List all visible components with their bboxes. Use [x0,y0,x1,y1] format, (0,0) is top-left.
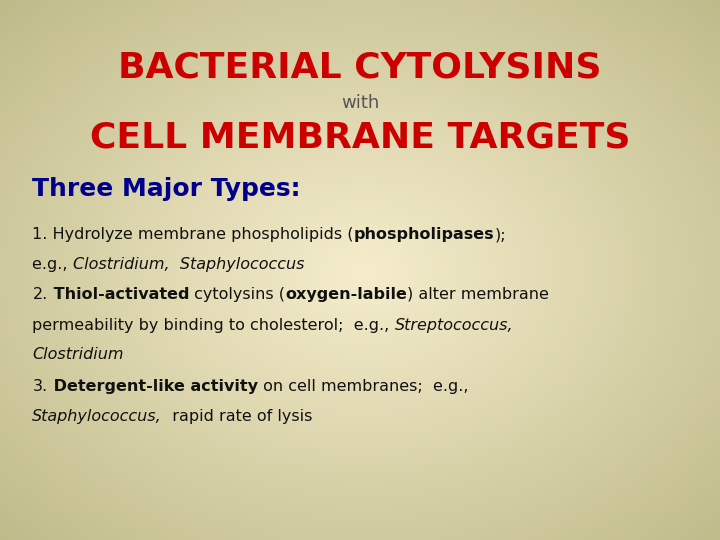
Text: 3.: 3. [32,379,48,394]
Text: Clostridium: Clostridium [32,347,124,362]
Text: );: ); [495,227,506,242]
Text: ) alter membrane: ) alter membrane [407,287,549,302]
Text: permeability by binding to cholesterol;  e.g.,: permeability by binding to cholesterol; … [32,318,395,333]
Text: oxygen-labile: oxygen-labile [285,287,407,302]
Text: Staphylococcus,: Staphylococcus, [32,409,162,424]
Text: 1. Hydrolyze membrane phospholipids (: 1. Hydrolyze membrane phospholipids ( [32,227,354,242]
Text: Detergent-like activity: Detergent-like activity [48,379,258,394]
Text: with: with [341,93,379,112]
Text: Clostridium,  Staphylococcus: Clostridium, Staphylococcus [73,257,305,272]
Text: 2.: 2. [32,287,48,302]
Text: phospholipases: phospholipases [354,227,495,242]
Text: Three Major Types:: Three Major Types: [32,177,301,201]
Text: cytolysins (: cytolysins ( [189,287,285,302]
Text: on cell membranes;  e.g.,: on cell membranes; e.g., [258,379,468,394]
Text: CELL MEMBRANE TARGETS: CELL MEMBRANE TARGETS [90,121,630,154]
Text: Streptococcus,: Streptococcus, [395,318,513,333]
Text: BACTERIAL CYTOLYSINS: BACTERIAL CYTOLYSINS [118,51,602,84]
Text: e.g.,: e.g., [32,257,73,272]
Text: rapid rate of lysis: rapid rate of lysis [162,409,312,424]
Text: Thiol-activated: Thiol-activated [48,287,189,302]
